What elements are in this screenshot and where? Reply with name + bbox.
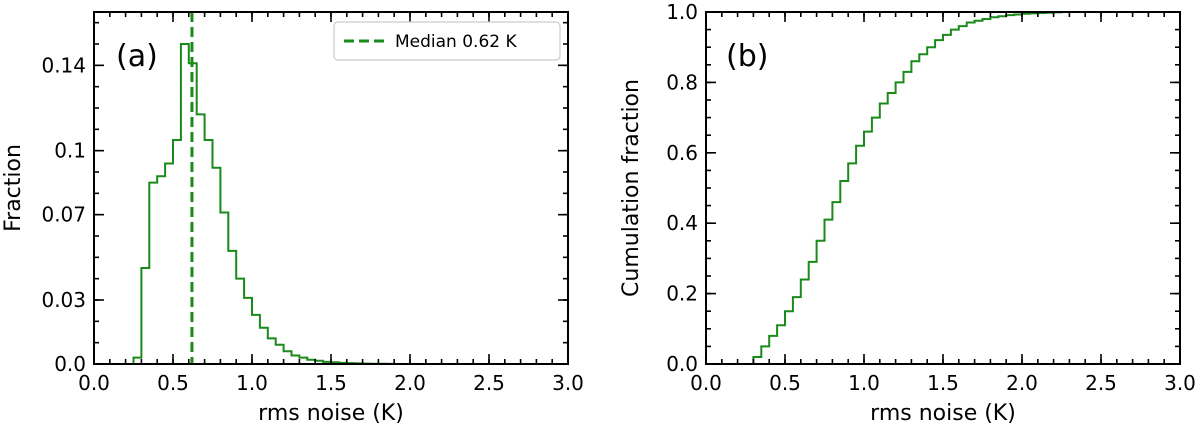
panel-b-ytick-label: 0.6 — [666, 141, 698, 165]
panel-a-xtick-label: 3.0 — [552, 371, 584, 395]
panel-b-xtick-label: 0.0 — [690, 371, 722, 395]
panel-b-xlabel: rms noise (K) — [870, 401, 1016, 426]
panel-a-plot-area — [132, 12, 396, 365]
panel-b-series-0-step-line — [745, 11, 1180, 365]
panel-a-xtick-label: 1.5 — [315, 371, 347, 395]
legend-median-label: Median 0.62 K — [395, 32, 517, 52]
panel-a-ytick-label: 0.14 — [41, 53, 86, 77]
panel-b-label: (b) — [726, 39, 768, 74]
panel-a-ticks: 0.0 0.5 1.0 1.5 2.0 2.5 3.0 0.0 0.03 0.07 0.1 0.14 — [41, 12, 584, 395]
panel-b-frame — [705, 11, 1181, 365]
panel-a-xtick-label: 2.5 — [473, 371, 505, 395]
panel-a-series-0-step-line — [132, 43, 396, 365]
panel-a-label: (a) — [116, 39, 158, 74]
legend-box — [333, 21, 561, 61]
panel-a-xtick-label: 0.5 — [157, 371, 189, 395]
panel-a-ylabel: Fraction — [1, 144, 26, 232]
panel-a-legend: Median 0.62 K — [333, 21, 561, 61]
panel-a-xtick-label: 1.0 — [236, 371, 268, 395]
panel-b-xtick-label: 0.5 — [769, 371, 801, 395]
panel-a-xtick-label: 0.0 — [78, 371, 110, 395]
panel-a-xtick-label: 2.0 — [394, 371, 426, 395]
panel-b-ytick-label: 0.0 — [666, 352, 698, 376]
panel-a-ytick-label: 0.07 — [41, 203, 86, 227]
panel-a-frame — [93, 11, 569, 365]
panel-b-xtick-label: 3.0 — [1164, 371, 1196, 395]
panel-b-ytick-label: 0.2 — [666, 282, 698, 306]
panel-b-ticks: 0.0 0.5 1.0 1.5 2.0 2.5 3.0 0.0 0.2 0.4 0.6 0.8 1.0 — [666, 0, 1196, 395]
panel-b-cumulative: 0.0 0.5 1.0 1.5 2.0 2.5 3.00.00.20.40.60.81.0 … — [619, 0, 1196, 426]
panel-b-xtick-label: 1.5 — [927, 371, 959, 395]
panel-b-ytick-label: 0.8 — [666, 70, 698, 94]
panel-a-ytick-label: 0.1 — [54, 139, 86, 163]
panel-b-plot-area — [745, 11, 1180, 365]
panel-b-xtick-label: 2.0 — [1006, 371, 1038, 395]
panel-b-xtick-label: 2.5 — [1085, 371, 1117, 395]
panel-b-ytick-label: 0.4 — [666, 211, 698, 235]
panel-b-xtick-label: 1.0 — [848, 371, 880, 395]
panel-a-ytick-label: 0.0 — [54, 352, 86, 376]
panel-a-xlabel: rms noise (K) — [258, 401, 404, 426]
panel-a-histogram: 0.0 0.5 1.0 1.5 2.0 2.5 3.00.00.030.070.10.14 … — [1, 11, 584, 426]
panel-a-ytick-label: 0.03 — [41, 288, 86, 312]
panel-b-ytick-label: 1.0 — [666, 0, 698, 24]
panel-b-ylabel: Cumulation fraction — [619, 79, 644, 297]
